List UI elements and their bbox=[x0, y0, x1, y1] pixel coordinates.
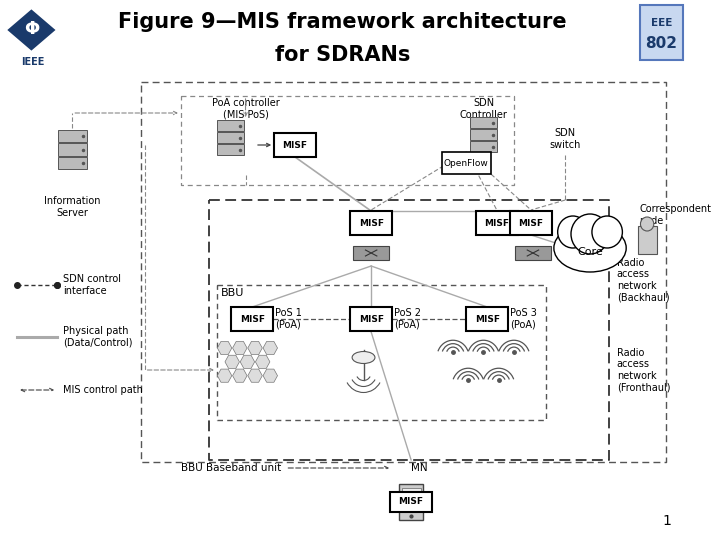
Text: BBU Baseband unit: BBU Baseband unit bbox=[181, 463, 281, 473]
Circle shape bbox=[571, 214, 609, 254]
Text: OpenFlow: OpenFlow bbox=[444, 159, 489, 167]
Text: MISF: MISF bbox=[485, 219, 509, 227]
FancyBboxPatch shape bbox=[390, 492, 432, 512]
FancyBboxPatch shape bbox=[470, 141, 497, 152]
FancyBboxPatch shape bbox=[467, 307, 508, 331]
FancyBboxPatch shape bbox=[638, 226, 657, 254]
Text: Information
Server: Information Server bbox=[44, 196, 101, 218]
Circle shape bbox=[558, 216, 588, 248]
Text: SDN
Controller: SDN Controller bbox=[459, 98, 508, 119]
FancyBboxPatch shape bbox=[639, 5, 683, 60]
FancyBboxPatch shape bbox=[217, 144, 243, 155]
Text: Radio
access
network
(Fronthaul): Radio access network (Fronthaul) bbox=[616, 348, 670, 393]
FancyBboxPatch shape bbox=[470, 117, 497, 128]
FancyBboxPatch shape bbox=[470, 129, 497, 140]
Text: SDN
switch: SDN switch bbox=[549, 128, 581, 150]
Text: 1: 1 bbox=[662, 514, 671, 528]
FancyBboxPatch shape bbox=[217, 132, 243, 143]
Text: Radio
access
network
(Backhaul): Radio access network (Backhaul) bbox=[616, 258, 670, 302]
Text: PoS 2
(PoA): PoS 2 (PoA) bbox=[394, 308, 421, 330]
Text: MISF: MISF bbox=[240, 314, 265, 323]
FancyBboxPatch shape bbox=[441, 152, 491, 174]
Text: for SDRANs: for SDRANs bbox=[275, 45, 410, 65]
Circle shape bbox=[641, 217, 654, 231]
Text: EEE: EEE bbox=[651, 18, 672, 28]
Text: Physical path
(Data/Control): Physical path (Data/Control) bbox=[63, 326, 132, 348]
Text: Figure 9—MIS framework architecture: Figure 9—MIS framework architecture bbox=[118, 12, 567, 32]
Text: Core: Core bbox=[577, 247, 603, 257]
Circle shape bbox=[592, 216, 622, 248]
FancyBboxPatch shape bbox=[476, 211, 518, 235]
Text: SDN control
interface: SDN control interface bbox=[63, 274, 121, 296]
Text: PoA controller
(MIS PoS): PoA controller (MIS PoS) bbox=[212, 98, 279, 119]
Text: MISF: MISF bbox=[399, 497, 423, 507]
FancyBboxPatch shape bbox=[350, 307, 392, 331]
FancyBboxPatch shape bbox=[58, 157, 86, 169]
FancyBboxPatch shape bbox=[58, 143, 86, 156]
FancyBboxPatch shape bbox=[399, 484, 423, 520]
FancyBboxPatch shape bbox=[274, 133, 316, 157]
Text: PoS 3
(PoA): PoS 3 (PoA) bbox=[510, 308, 537, 330]
FancyBboxPatch shape bbox=[217, 120, 243, 131]
Circle shape bbox=[9, 47, 15, 53]
FancyBboxPatch shape bbox=[510, 211, 552, 235]
Text: IEEE: IEEE bbox=[21, 57, 44, 67]
Text: PoS 1
(PoA): PoS 1 (PoA) bbox=[275, 308, 302, 330]
FancyBboxPatch shape bbox=[350, 211, 392, 235]
Text: Correspondent
node: Correspondent node bbox=[639, 204, 711, 226]
FancyBboxPatch shape bbox=[231, 307, 273, 331]
Ellipse shape bbox=[554, 224, 626, 272]
Text: MISF: MISF bbox=[474, 314, 500, 323]
Ellipse shape bbox=[352, 352, 375, 363]
Text: 802: 802 bbox=[645, 36, 678, 51]
Text: BBU: BBU bbox=[221, 288, 244, 298]
Text: MISF: MISF bbox=[359, 219, 384, 227]
FancyBboxPatch shape bbox=[58, 130, 86, 143]
Text: MN: MN bbox=[411, 463, 428, 473]
Text: Φ: Φ bbox=[24, 20, 39, 38]
FancyBboxPatch shape bbox=[515, 246, 551, 260]
FancyBboxPatch shape bbox=[353, 246, 390, 260]
FancyBboxPatch shape bbox=[402, 488, 420, 512]
Polygon shape bbox=[6, 8, 57, 52]
Text: MISF: MISF bbox=[359, 314, 384, 323]
Text: MISF: MISF bbox=[518, 219, 544, 227]
Text: MISF: MISF bbox=[282, 140, 307, 150]
Text: MIS control path: MIS control path bbox=[63, 385, 143, 395]
